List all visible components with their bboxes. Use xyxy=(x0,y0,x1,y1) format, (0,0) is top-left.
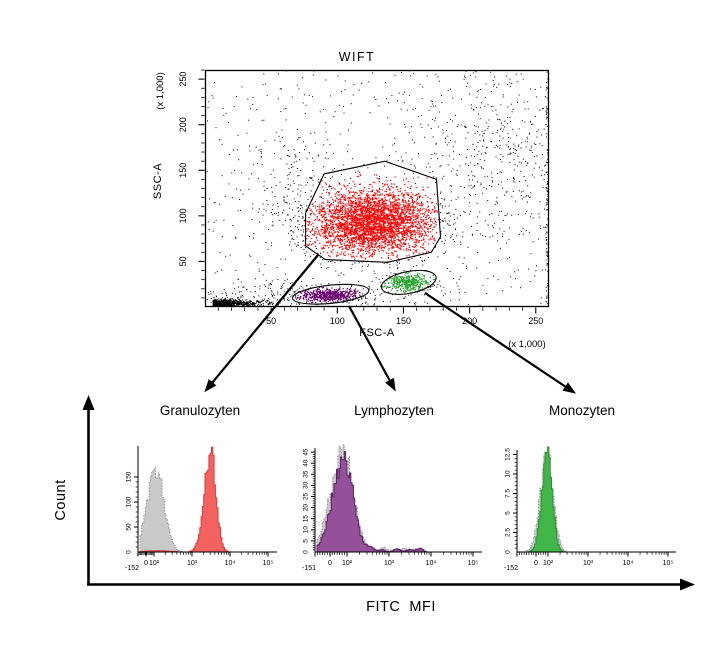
hist-series-FITC-stained xyxy=(519,446,675,553)
count-axis-label: Count xyxy=(53,479,69,520)
arrow-lymphocytes xyxy=(348,305,396,392)
scatter-dots xyxy=(205,70,549,307)
gate-Granulozyten xyxy=(305,160,442,263)
scatter-y-axis-label: SSC-A xyxy=(152,163,164,199)
label-granulozyten: Granulozyten xyxy=(160,403,240,418)
scatter-y-axis-unit: (x 1,000) xyxy=(155,72,166,110)
scatter-gates xyxy=(291,160,442,305)
mfi-axis-label: FITC MFI xyxy=(366,599,436,615)
arrow-granulocytes xyxy=(204,254,319,393)
label-lymphozyten: Lymphozyten xyxy=(354,403,434,418)
arrow-monocytes xyxy=(424,292,576,394)
gate-Lymphozyten xyxy=(291,283,370,305)
scatter-plot-area xyxy=(205,70,549,307)
gate-Monozyten xyxy=(380,269,437,295)
hist-series-FITC-stained xyxy=(316,451,481,553)
scatter-frame xyxy=(204,69,550,308)
scatter-x-axis-unit: (x 1,000) xyxy=(508,339,546,350)
count-mfi-axes xyxy=(82,395,695,591)
scatter-title: WIFT xyxy=(339,50,376,64)
label-monozyten: Monozyten xyxy=(549,403,615,418)
gate-arrows xyxy=(204,254,576,394)
scatter-x-axis-label: FSC-A xyxy=(359,327,395,339)
